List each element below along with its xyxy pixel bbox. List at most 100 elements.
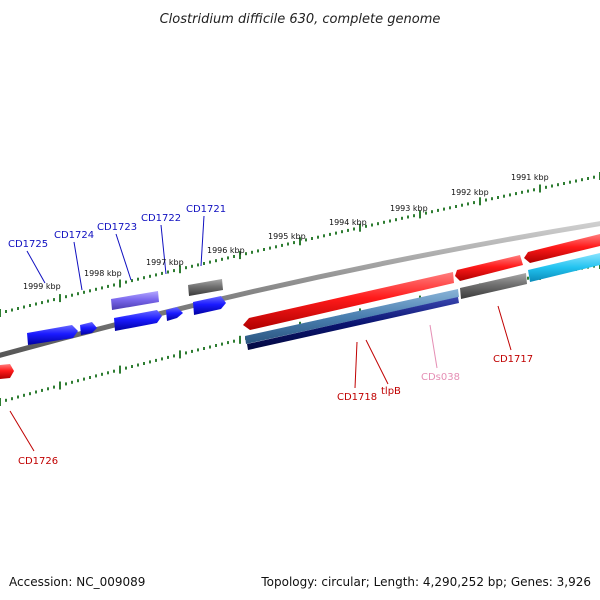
feature-navy-1718[interactable] bbox=[247, 297, 459, 350]
outer-minor-tick bbox=[347, 228, 349, 232]
genome-backbone bbox=[0, 221, 600, 358]
gene-label-CDs038[interactable]: CDs038 bbox=[421, 372, 460, 383]
gene-label-CD1717[interactable]: CD1717 bbox=[493, 354, 533, 365]
kbp-label-1992: 1992 kbp bbox=[451, 188, 489, 197]
leader-tlpB bbox=[365, 339, 389, 385]
feature-red-1717[interactable] bbox=[455, 255, 523, 281]
outer-minor-tick bbox=[257, 249, 259, 253]
outer-minor-tick bbox=[275, 245, 277, 249]
kbp-label-1993: 1993 kbp bbox=[390, 204, 428, 213]
outer-minor-tick bbox=[173, 269, 175, 273]
map-title: Clostridium difficile 630, complete geno… bbox=[160, 12, 441, 27]
gene-label-CD1724[interactable]: CD1724 bbox=[54, 230, 94, 241]
inner-minor-tick bbox=[155, 358, 157, 362]
outer-minor-tick bbox=[83, 290, 85, 294]
outer-minor-tick bbox=[125, 280, 127, 284]
inner-major-tick bbox=[179, 350, 181, 359]
inner-minor-tick bbox=[77, 379, 79, 383]
inner-minor-tick bbox=[5, 398, 7, 402]
inner-minor-tick bbox=[137, 363, 139, 367]
outer-minor-tick bbox=[137, 277, 139, 281]
inner-minor-tick bbox=[209, 345, 211, 349]
gene-label-CD1726[interactable]: CD1726 bbox=[18, 456, 58, 467]
outer-minor-tick bbox=[161, 271, 163, 275]
feature-blue-1723[interactable] bbox=[114, 310, 162, 331]
inner-minor-tick bbox=[143, 362, 145, 365]
outer-major-tick bbox=[299, 237, 301, 246]
inner-minor-tick bbox=[29, 392, 31, 396]
gene-label-CD1718[interactable]: CD1718 bbox=[337, 392, 377, 403]
outer-minor-tick bbox=[71, 293, 73, 297]
outer-minor-tick bbox=[311, 237, 313, 240]
outer-minor-tick bbox=[323, 234, 325, 238]
outer-minor-tick bbox=[563, 182, 565, 185]
feature-steel-tlpB[interactable] bbox=[245, 289, 459, 344]
kbp-label-1995: 1995 kbp bbox=[268, 232, 306, 241]
leader-CD1725 bbox=[26, 250, 46, 284]
inner-major-tick bbox=[59, 381, 61, 390]
inner-minor-tick bbox=[203, 347, 205, 350]
outer-minor-tick bbox=[191, 264, 193, 268]
feature-blue-1721[interactable] bbox=[193, 296, 226, 315]
leader-CD1722 bbox=[160, 224, 167, 275]
feature-purple-1723[interactable] bbox=[111, 291, 159, 310]
outer-minor-tick bbox=[293, 241, 295, 245]
outer-minor-tick bbox=[503, 194, 505, 198]
outer-minor-tick bbox=[461, 203, 463, 207]
inner-minor-tick bbox=[65, 382, 67, 386]
reverse-strand-features bbox=[0, 253, 600, 379]
feature-gray-1717[interactable] bbox=[460, 273, 527, 299]
feature-red-1718[interactable] bbox=[243, 272, 454, 330]
outer-minor-tick bbox=[107, 284, 109, 288]
feature-gray-1722[interactable] bbox=[188, 279, 223, 296]
inner-minor-tick bbox=[101, 372, 103, 376]
outer-minor-tick bbox=[269, 246, 271, 250]
gene-label-CD1723[interactable]: CD1723 bbox=[97, 222, 137, 233]
feature-red-1726[interactable] bbox=[0, 364, 14, 379]
outer-minor-tick bbox=[389, 219, 391, 223]
feature-blue-1725[interactable] bbox=[27, 325, 78, 345]
leader-CD1724 bbox=[73, 241, 83, 291]
outer-minor-tick bbox=[557, 183, 559, 187]
outer-minor-tick bbox=[17, 307, 19, 310]
outer-major-tick bbox=[179, 265, 181, 274]
outer-minor-tick bbox=[23, 305, 25, 309]
leader-CD1717 bbox=[497, 305, 512, 351]
kbp-label-1999: 1999 kbp bbox=[23, 282, 61, 291]
outer-minor-tick bbox=[425, 211, 427, 215]
outer-minor-tick bbox=[113, 283, 115, 287]
gene-label-CD1722[interactable]: CD1722 bbox=[141, 213, 181, 224]
gene-label-CD1721[interactable]: CD1721 bbox=[186, 204, 226, 215]
outer-minor-tick bbox=[143, 276, 145, 280]
inner-minor-tick bbox=[191, 349, 193, 353]
gene-labels: CD1721 CD1722 CD1723 CD1724 CD1725 CD171… bbox=[8, 204, 533, 467]
outer-minor-tick bbox=[329, 232, 331, 236]
leader-CD1721 bbox=[200, 215, 205, 267]
inner-minor-tick bbox=[125, 366, 127, 370]
outer-minor-tick bbox=[587, 177, 589, 180]
leader-CD1718 bbox=[354, 341, 358, 389]
inner-minor-tick bbox=[35, 390, 37, 394]
outer-minor-tick bbox=[263, 248, 265, 251]
inner-major-tick bbox=[119, 365, 121, 374]
feature-blue-1724[interactable] bbox=[80, 322, 97, 335]
gene-label-tlpB[interactable]: tlpB bbox=[381, 386, 401, 397]
outer-minor-tick bbox=[455, 205, 457, 208]
outer-minor-tick bbox=[53, 298, 55, 302]
outer-major-tick bbox=[0, 309, 1, 317]
inner-minor-tick bbox=[41, 388, 43, 392]
outer-minor-tick bbox=[131, 279, 133, 283]
inner-minor-tick bbox=[167, 355, 169, 359]
outer-minor-tick bbox=[167, 270, 169, 274]
feature-blue-1722[interactable] bbox=[166, 307, 183, 321]
inner-minor-tick bbox=[71, 380, 73, 384]
gene-label-CD1725[interactable]: CD1725 bbox=[8, 239, 48, 250]
outer-minor-tick bbox=[467, 202, 469, 206]
outer-minor-tick bbox=[245, 252, 247, 256]
outer-minor-tick bbox=[431, 210, 433, 214]
feature-cyan-1716[interactable] bbox=[528, 253, 600, 282]
feature-red-1716[interactable] bbox=[524, 234, 600, 263]
outer-minor-tick bbox=[593, 175, 595, 179]
outer-minor-tick bbox=[251, 250, 253, 254]
